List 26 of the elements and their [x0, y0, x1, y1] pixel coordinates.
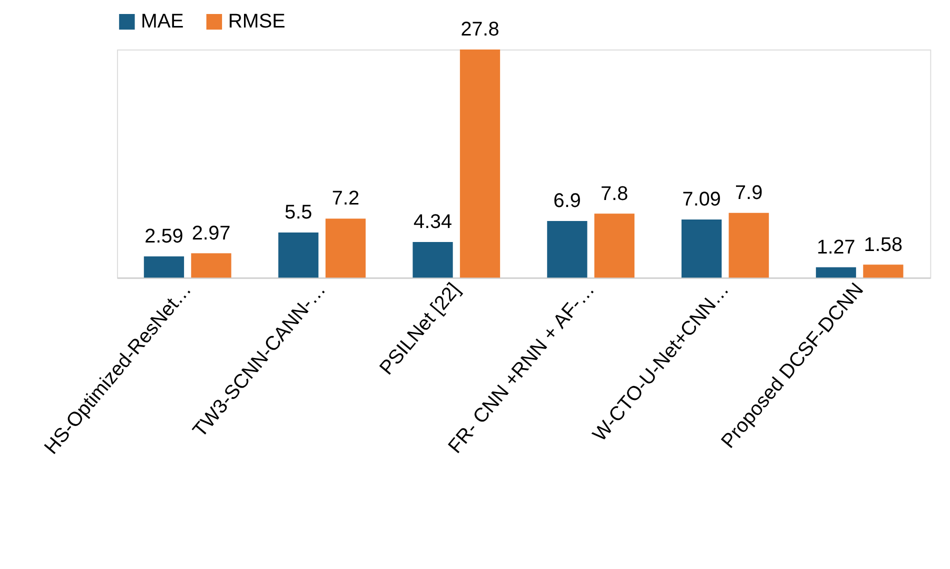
data-label: 6.9: [553, 190, 581, 212]
bar: [547, 221, 588, 278]
legend-label: RMSE: [228, 10, 286, 33]
data-label: 7.9: [735, 182, 763, 204]
data-label: 4.34: [413, 211, 452, 234]
data-label: 2.97: [192, 222, 230, 244]
data-label: 7.09: [682, 188, 721, 211]
data-label: 5.5: [284, 202, 312, 224]
bar: [412, 242, 453, 278]
bar: [728, 212, 769, 278]
bar: [682, 219, 722, 278]
bar: [460, 50, 500, 278]
bar: [326, 218, 366, 278]
data-label: 7.8: [600, 182, 628, 205]
data-label: 2.59: [144, 226, 184, 248]
data-label: 1.58: [864, 234, 903, 256]
bar: [278, 232, 318, 278]
bar: [191, 253, 232, 278]
bar: [816, 267, 856, 278]
bar: [144, 256, 184, 278]
data-label: 27.8: [460, 18, 500, 41]
data-label: 1.27: [816, 236, 856, 258]
bar: [863, 264, 904, 278]
data-label: 7.2: [332, 188, 360, 210]
legend-label: MAE: [140, 10, 184, 33]
bar: [594, 214, 634, 278]
